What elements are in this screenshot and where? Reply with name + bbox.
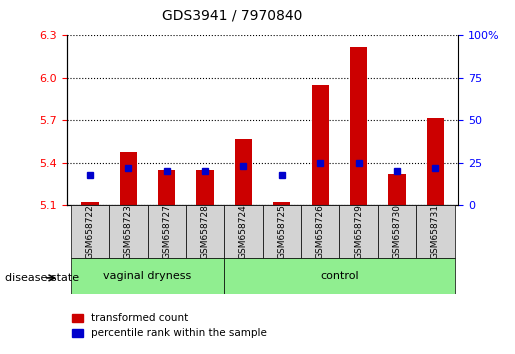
Text: GSM658724: GSM658724 <box>239 205 248 259</box>
Text: GSM658731: GSM658731 <box>431 204 440 259</box>
Text: GSM658730: GSM658730 <box>392 204 402 259</box>
Bar <box>312 85 329 205</box>
Text: disease state: disease state <box>5 273 79 283</box>
FancyBboxPatch shape <box>301 205 339 258</box>
FancyBboxPatch shape <box>71 205 109 258</box>
Text: GSM658726: GSM658726 <box>316 204 325 259</box>
Bar <box>388 174 406 205</box>
FancyBboxPatch shape <box>147 205 186 258</box>
Bar <box>273 202 290 205</box>
Bar <box>235 139 252 205</box>
Text: GDS3941 / 7970840: GDS3941 / 7970840 <box>162 9 302 23</box>
FancyBboxPatch shape <box>109 205 147 258</box>
Text: GSM658723: GSM658723 <box>124 204 133 259</box>
Bar <box>119 152 137 205</box>
FancyBboxPatch shape <box>186 205 224 258</box>
Bar <box>158 170 175 205</box>
FancyBboxPatch shape <box>71 258 224 294</box>
Text: vaginal dryness: vaginal dryness <box>104 271 192 281</box>
Bar <box>196 170 214 205</box>
Bar <box>81 202 98 205</box>
FancyBboxPatch shape <box>378 205 416 258</box>
Legend: transformed count, percentile rank within the sample: transformed count, percentile rank withi… <box>72 313 267 338</box>
FancyBboxPatch shape <box>224 258 455 294</box>
FancyBboxPatch shape <box>339 205 378 258</box>
Text: GSM658729: GSM658729 <box>354 204 363 259</box>
Text: GSM658727: GSM658727 <box>162 204 171 259</box>
Text: control: control <box>320 271 359 281</box>
Bar <box>350 47 367 205</box>
Text: GSM658728: GSM658728 <box>200 204 210 259</box>
FancyBboxPatch shape <box>416 205 455 258</box>
Bar <box>427 118 444 205</box>
FancyBboxPatch shape <box>263 205 301 258</box>
FancyBboxPatch shape <box>224 205 263 258</box>
Text: GSM658725: GSM658725 <box>278 204 286 259</box>
Text: GSM658722: GSM658722 <box>85 205 94 259</box>
